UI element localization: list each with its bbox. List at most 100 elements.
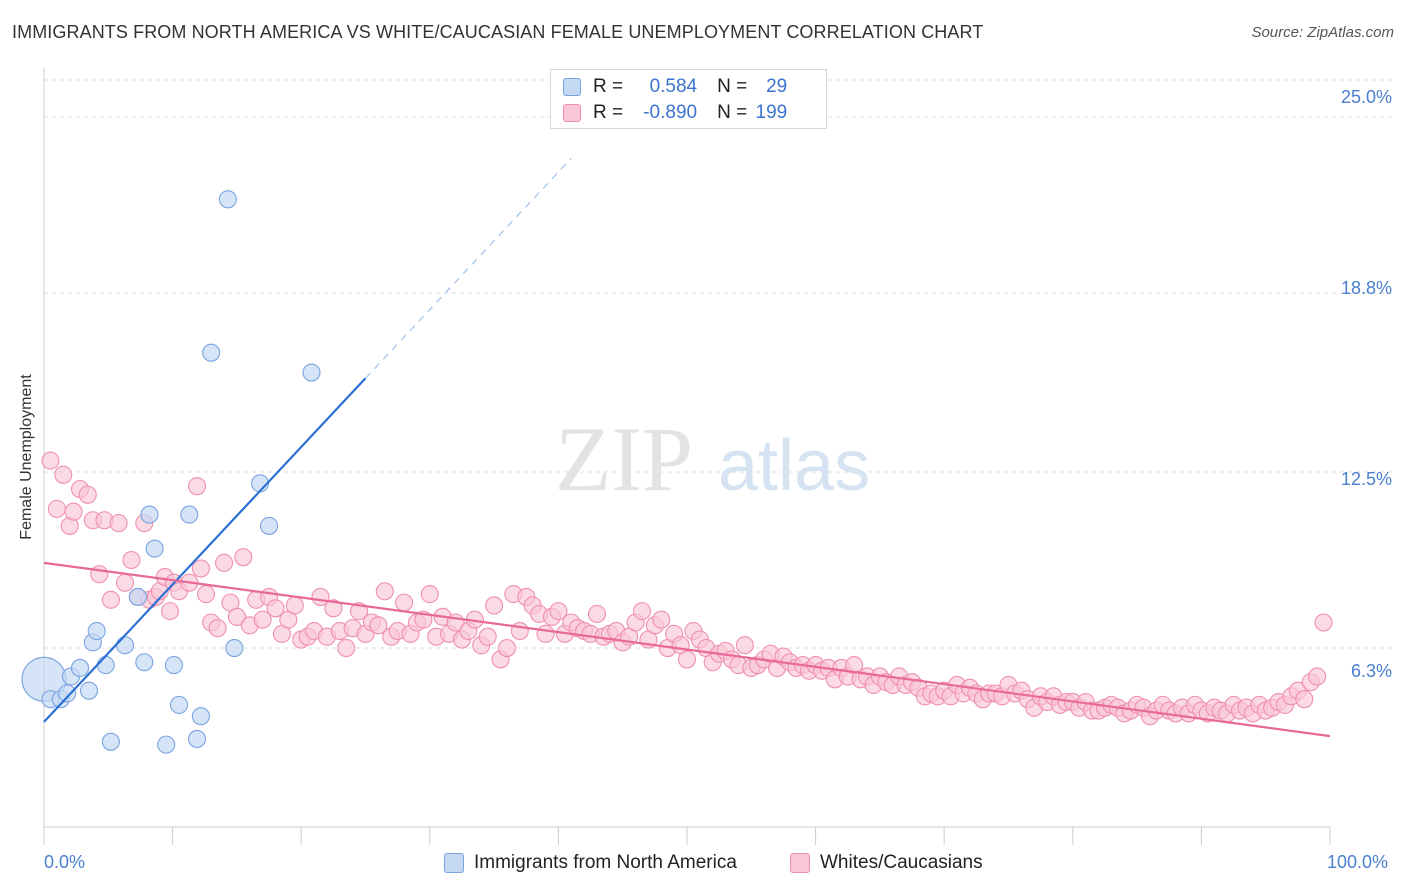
data-point-whites [1314, 613, 1333, 632]
data-point-whites [196, 585, 216, 604]
data-point-whites [1295, 690, 1314, 709]
data-point-whites [1308, 667, 1327, 686]
legend-row-immigrants: R = 0.584 N = 29 [563, 75, 787, 99]
legend-r-value: 0.584 [649, 76, 698, 97]
data-point-whites [536, 624, 555, 643]
data-point-whites [253, 610, 272, 629]
y-axis-label: Female Unemployment [18, 374, 35, 540]
x-tick-label-min: 0.0% [44, 852, 86, 872]
data-point-immigrants [58, 684, 77, 703]
data-point-whites [227, 607, 246, 626]
trendline-immigrants [43, 377, 367, 723]
data-point-whites [78, 485, 97, 504]
chart-title: IMMIGRANTS FROM NORTH AMERICA VS WHITE/C… [12, 22, 984, 42]
legend-swatch-pink [790, 853, 810, 873]
trendline-immigrants-extension [365, 157, 572, 379]
legend-swatch-blue [563, 78, 581, 96]
data-point-whites [101, 590, 120, 609]
data-point-immigrants [157, 735, 176, 754]
trendline-whites [43, 561, 1331, 738]
data-point-whites [549, 602, 568, 621]
data-point-whites [632, 602, 652, 621]
data-point-immigrants [191, 707, 210, 726]
data-point-whites [677, 650, 697, 669]
data-point-immigrants [87, 621, 106, 641]
legend-n-label: N = [717, 102, 748, 123]
data-point-whites [208, 619, 227, 638]
data-point-whites [64, 502, 83, 521]
data-point-immigrants [180, 505, 199, 524]
legend-n-label: N = [717, 76, 748, 97]
data-point-whites [337, 639, 356, 658]
data-point-immigrants [202, 343, 221, 362]
legend-label: Whites/Caucasians [820, 852, 983, 873]
series-immigrants-north-america [21, 190, 321, 754]
data-point-immigrants [259, 516, 279, 535]
data-point-whites [587, 604, 607, 624]
data-point-immigrants [115, 636, 135, 655]
data-point-immigrants [101, 732, 120, 751]
legend-r-value: -0.890 [643, 102, 698, 123]
data-point-whites [369, 616, 388, 635]
data-point-immigrants [169, 695, 189, 714]
data-point-immigrants [164, 656, 183, 675]
data-point-whites [47, 499, 66, 518]
legend-swatch-pink [563, 104, 581, 122]
data-point-whites [90, 565, 109, 584]
legend-r-label: R = [593, 102, 624, 123]
data-point-immigrants [135, 653, 154, 672]
data-point-whites [115, 573, 135, 592]
data-point-whites [41, 451, 60, 470]
legend-item-immigrants: Immigrants from North America [444, 852, 737, 874]
data-point-whites [122, 550, 141, 570]
x-tick-label-max: 100.0% [1327, 852, 1389, 872]
data-point-whites [191, 559, 210, 578]
data-point-immigrants [79, 681, 99, 700]
data-point-immigrants [140, 505, 159, 524]
legend-row-whites: R = -0.890 N = 199 [563, 101, 787, 125]
data-point-immigrants [96, 656, 115, 675]
data-point-whites [266, 599, 285, 618]
legend-swatch-blue [444, 853, 464, 873]
data-point-whites [485, 596, 504, 615]
data-point-whites [478, 627, 497, 646]
series-whites-caucasians [41, 451, 1333, 726]
data-point-immigrants [225, 639, 244, 658]
data-point-immigrants [128, 587, 147, 606]
legend-n-value: 199 [755, 102, 788, 123]
zipatlas-watermark: ZIP atlas [555, 408, 870, 510]
data-point-immigrants [187, 729, 207, 749]
data-point-whites [214, 553, 234, 572]
data-point-whites [109, 514, 128, 533]
data-point-whites [285, 596, 304, 615]
data-point-whites [420, 585, 439, 604]
data-point-immigrants [218, 190, 237, 209]
data-point-whites [395, 593, 414, 612]
y-tick-label-25: 25.0% [1340, 87, 1392, 107]
y-tick-label-12-5: 12.5% [1340, 469, 1392, 489]
data-point-whites [160, 602, 180, 621]
data-point-whites [187, 477, 207, 496]
data-point-whites [497, 639, 517, 658]
data-point-whites [54, 465, 73, 484]
legend-n-value: 29 [766, 76, 788, 97]
correlation-legend: R = 0.584 N = 29 R = -0.890 N = 199 [550, 69, 827, 129]
data-point-immigrants [302, 363, 321, 382]
data-point-whites [324, 599, 343, 618]
source-credit: Source: ZipAtlas.com [1251, 24, 1394, 41]
data-point-whites [735, 636, 754, 655]
watermark-zip: ZIP [555, 408, 693, 510]
data-point-immigrants [70, 658, 90, 677]
trend-lines [43, 157, 1331, 738]
y-tick-label-18-8: 18.8% [1340, 278, 1392, 298]
legend-r-label: R = [593, 76, 624, 97]
data-point-immigrants [145, 539, 164, 558]
data-point-whites [234, 548, 253, 567]
y-tick-label-6-3: 6.3% [1350, 661, 1392, 681]
watermark-atlas: atlas [718, 426, 870, 506]
data-point-whites [375, 582, 394, 601]
data-point-whites [652, 610, 671, 629]
legend-item-whites: Whites/Caucasians [790, 852, 983, 874]
legend-label: Immigrants from North America [474, 852, 737, 873]
